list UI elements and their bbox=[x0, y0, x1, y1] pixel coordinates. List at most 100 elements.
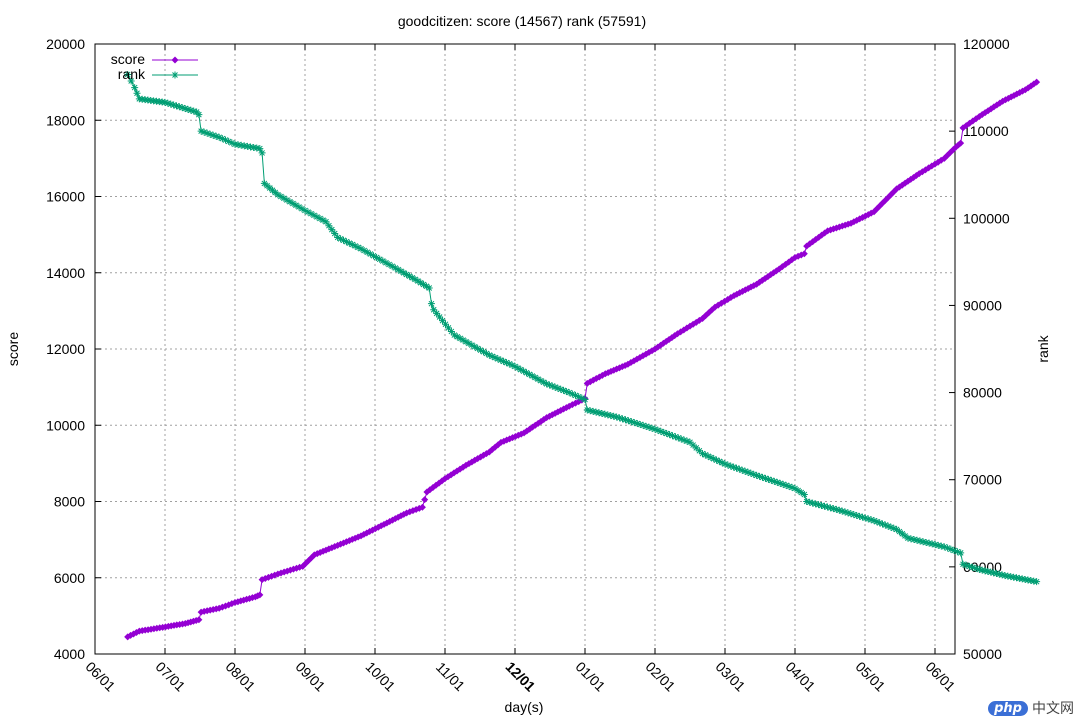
data-point-rank bbox=[325, 222, 333, 230]
y-tick-label: 20000 bbox=[46, 36, 85, 52]
data-point-rank bbox=[256, 145, 264, 153]
data-point-rank bbox=[197, 127, 205, 135]
data-point-rank bbox=[1018, 575, 1026, 583]
data-point-rank bbox=[724, 461, 732, 469]
data-point-rank bbox=[770, 477, 778, 485]
data-point-rank bbox=[826, 504, 834, 512]
data-point-rank bbox=[627, 418, 635, 426]
data-point-rank bbox=[531, 374, 539, 382]
data-point-rank bbox=[280, 194, 288, 202]
data-point-rank bbox=[747, 469, 755, 477]
data-point-rank bbox=[704, 452, 712, 460]
data-point-rank bbox=[382, 259, 390, 267]
data-point-rank bbox=[616, 414, 624, 422]
data-point-rank bbox=[812, 500, 820, 508]
data-point-rank bbox=[243, 142, 251, 150]
data-point-score bbox=[1033, 78, 1041, 86]
data-point-rank bbox=[750, 470, 758, 478]
data-point-rank bbox=[699, 450, 706, 458]
data-point-rank bbox=[218, 135, 226, 143]
data-point-rank bbox=[480, 348, 487, 356]
data-point-rank bbox=[373, 254, 381, 261]
data-point-rank bbox=[761, 474, 769, 482]
data-point-rank bbox=[247, 143, 255, 151]
data-point-rank bbox=[187, 106, 195, 114]
data-point-rank bbox=[607, 412, 615, 420]
data-point-rank bbox=[304, 208, 312, 216]
data-point-rank bbox=[164, 99, 172, 107]
data-point-rank bbox=[471, 343, 479, 351]
data-point-rank bbox=[876, 519, 884, 527]
data-point-rank bbox=[203, 129, 211, 137]
data-point-rank bbox=[286, 198, 294, 206]
data-point-rank bbox=[858, 513, 866, 521]
data-point-rank bbox=[853, 511, 861, 519]
data-point-rank bbox=[791, 484, 799, 492]
data-point-rank bbox=[551, 383, 559, 391]
data-point-rank bbox=[809, 499, 817, 507]
data-point-rank bbox=[292, 201, 300, 209]
x-tick-label: 05/01 bbox=[852, 658, 888, 694]
data-point-rank bbox=[354, 243, 362, 251]
data-point-rank bbox=[1001, 572, 1009, 580]
data-point-rank bbox=[195, 111, 203, 119]
data-point-rank bbox=[124, 71, 132, 78]
data-point-rank bbox=[947, 545, 955, 553]
data-point-score bbox=[195, 616, 203, 624]
data-point-rank bbox=[741, 467, 749, 475]
data-point-rank bbox=[450, 331, 458, 339]
data-point-rank bbox=[369, 252, 377, 260]
data-point-score bbox=[957, 139, 965, 147]
data-point-rank bbox=[258, 149, 266, 157]
data-point-rank bbox=[1027, 577, 1035, 585]
data-point-rank bbox=[456, 334, 464, 342]
data-point-score bbox=[124, 633, 132, 641]
data-point-rank bbox=[342, 238, 350, 246]
data-point-rank bbox=[642, 422, 650, 430]
data-point-rank bbox=[934, 541, 942, 549]
data-point-rank bbox=[732, 464, 740, 472]
data-point-rank bbox=[931, 541, 939, 549]
data-point-rank bbox=[815, 501, 823, 509]
data-point-rank bbox=[184, 105, 192, 113]
y2-tick-label: 80000 bbox=[963, 385, 1002, 401]
data-point-rank bbox=[677, 435, 685, 443]
data-point-rank bbox=[785, 482, 793, 490]
data-point-rank bbox=[984, 568, 992, 576]
data-point-rank bbox=[215, 133, 223, 141]
data-point-rank bbox=[181, 104, 189, 112]
data-point-rank bbox=[517, 366, 525, 374]
data-point-rank bbox=[969, 563, 977, 571]
data-point-rank bbox=[485, 351, 493, 359]
data-point-rank bbox=[240, 142, 248, 150]
data-point-rank bbox=[613, 413, 621, 421]
data-point-rank bbox=[928, 540, 936, 548]
data-point-rank bbox=[363, 248, 371, 256]
data-point-rank bbox=[910, 536, 918, 544]
data-point-rank bbox=[400, 269, 408, 277]
data-point-rank bbox=[310, 211, 318, 219]
data-point-rank bbox=[683, 437, 691, 445]
data-point-rank bbox=[385, 260, 393, 268]
x-tick-label: 12/01 bbox=[502, 658, 538, 694]
data-point-rank bbox=[940, 543, 948, 551]
data-point-rank bbox=[301, 206, 309, 214]
data-point-rank bbox=[562, 387, 570, 395]
data-point-rank bbox=[879, 520, 886, 528]
data-point-rank bbox=[890, 524, 898, 532]
data-point-rank bbox=[624, 417, 632, 425]
data-point-rank bbox=[508, 361, 516, 369]
data-point-rank bbox=[779, 480, 787, 488]
data-point-rank bbox=[351, 242, 359, 250]
data-point-rank bbox=[636, 420, 644, 428]
data-point-rank bbox=[806, 498, 814, 506]
data-point-rank bbox=[397, 267, 405, 275]
data-point-rank bbox=[680, 436, 688, 444]
data-point-rank bbox=[581, 396, 589, 404]
data-point-rank bbox=[206, 130, 214, 138]
data-point-rank bbox=[465, 339, 473, 347]
data-point-rank bbox=[557, 385, 565, 393]
data-point-rank bbox=[1024, 576, 1032, 584]
legend-markers bbox=[171, 56, 179, 79]
data-point-rank bbox=[250, 143, 258, 151]
